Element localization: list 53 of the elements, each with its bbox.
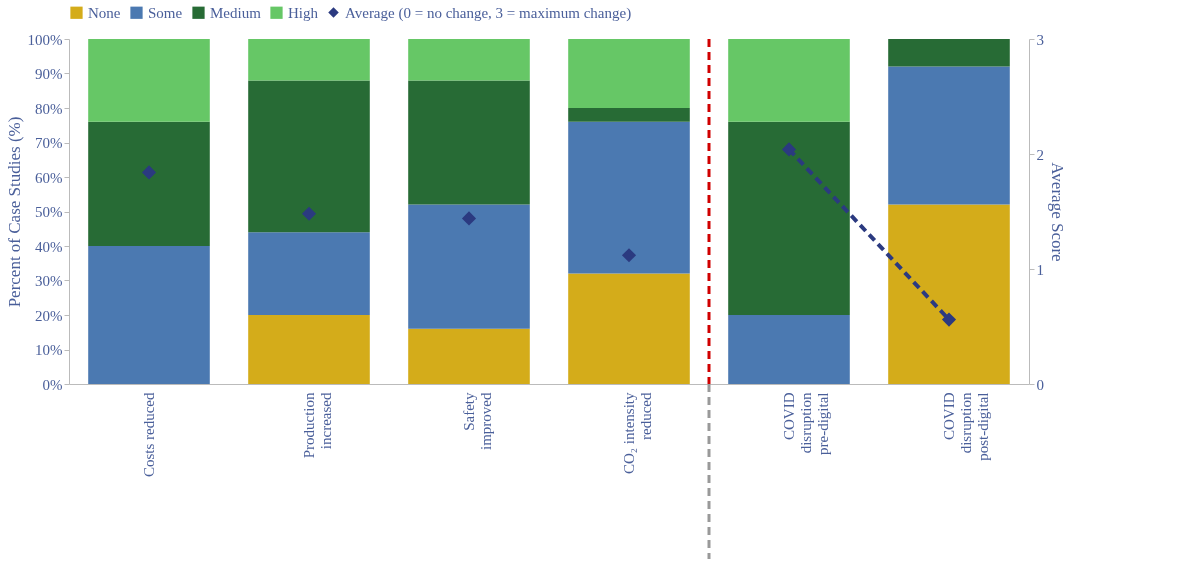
y-tick-label: 40% (35, 238, 63, 255)
bar (728, 315, 850, 384)
y-tick-label: 0% (42, 376, 63, 393)
bar (248, 39, 370, 81)
bar (888, 66, 1010, 205)
y-tick-label: 90% (35, 66, 63, 82)
point (461, 211, 477, 226)
y2-tick-label: 3 (1036, 31, 1044, 48)
bar (88, 39, 210, 122)
bar (248, 315, 370, 384)
y-tick-label: 20% (35, 307, 63, 324)
y2-tick-label: 2 (1036, 146, 1044, 163)
bar (88, 246, 210, 384)
bar (248, 80, 370, 233)
point (941, 312, 957, 327)
x-tick-label: Safety improved (461, 392, 494, 450)
y2-tick-label: 1 (1036, 261, 1044, 278)
legend-label: Medium (210, 4, 262, 21)
y2-axis-title: Average Score (1048, 162, 1067, 262)
bar (408, 204, 530, 329)
y-tick-label: 70% (35, 135, 63, 151)
point (301, 206, 317, 221)
x-tick-label: CO₂ intensity reduced (621, 392, 654, 474)
bar (888, 39, 1010, 67)
x-tick-label: COVID disruption pre-digital (781, 392, 831, 455)
bar (568, 121, 690, 274)
bar (408, 80, 530, 205)
point (141, 165, 157, 180)
y-axis-title: Percent of Case Studies (%) (4, 116, 24, 308)
y-tick-label: 60% (35, 169, 63, 186)
x-tick-label: COVID disruption post-digital (941, 392, 991, 461)
bar (568, 39, 690, 108)
point (781, 142, 797, 157)
bar (408, 328, 530, 384)
x-tick-label: Production increased (301, 392, 334, 459)
bar (568, 273, 690, 384)
y-tick-label: 50% (35, 204, 63, 220)
y-tick-label: 100% (27, 31, 63, 48)
x-tick-label: Costs reduced (141, 392, 157, 478)
point (621, 248, 637, 263)
y-tick-label: 30% (35, 273, 63, 289)
y2-tick-label: 0 (1036, 376, 1044, 393)
legend-label: High (288, 4, 319, 21)
legend-label: Some (148, 4, 183, 21)
y-tick-label: 80% (35, 100, 63, 117)
legend-label: Average (0 = no change, 3 = maximum change) (345, 4, 632, 22)
bar (568, 108, 690, 122)
bar (728, 39, 850, 122)
bar (248, 232, 370, 315)
y-tick-label: 10% (35, 342, 63, 358)
legend-label: None (88, 4, 121, 21)
bar (408, 39, 530, 81)
bar (88, 121, 210, 246)
